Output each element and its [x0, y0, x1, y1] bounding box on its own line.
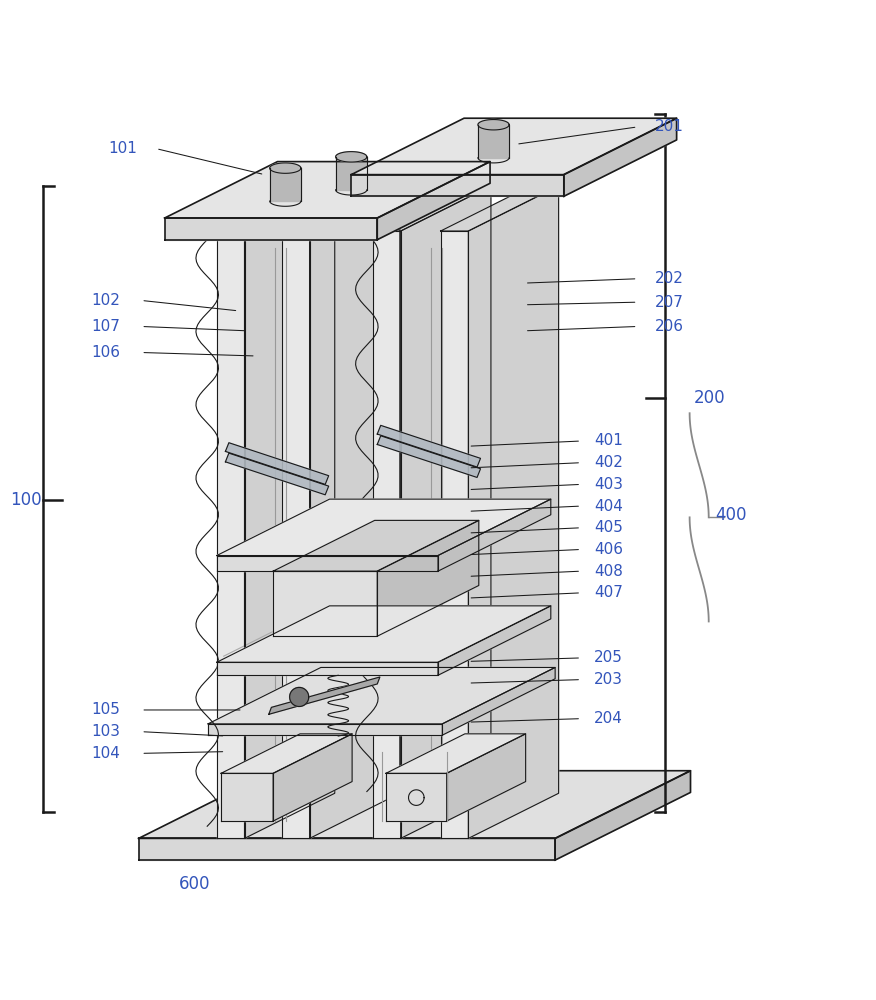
Polygon shape	[221, 773, 273, 821]
Text: 205: 205	[594, 650, 623, 665]
Polygon shape	[564, 118, 676, 196]
Polygon shape	[378, 162, 490, 240]
Text: 100: 100	[10, 491, 42, 509]
Polygon shape	[438, 499, 551, 571]
Text: 200: 200	[694, 389, 725, 407]
Polygon shape	[336, 152, 367, 162]
Polygon shape	[442, 667, 555, 735]
Polygon shape	[165, 218, 378, 240]
Text: 400: 400	[716, 506, 747, 524]
Polygon shape	[269, 677, 380, 714]
Text: 107: 107	[91, 319, 120, 334]
Text: 101: 101	[109, 141, 138, 156]
Polygon shape	[290, 687, 308, 706]
Polygon shape	[216, 499, 551, 556]
Text: 402: 402	[594, 455, 623, 470]
Polygon shape	[216, 662, 438, 675]
Text: 405: 405	[594, 520, 623, 535]
Polygon shape	[469, 186, 559, 838]
Polygon shape	[138, 771, 690, 838]
Polygon shape	[478, 120, 509, 130]
Polygon shape	[216, 556, 438, 571]
Text: 407: 407	[594, 585, 623, 600]
Polygon shape	[555, 771, 690, 860]
Text: 103: 103	[91, 724, 120, 739]
Polygon shape	[378, 436, 481, 477]
Text: 406: 406	[594, 542, 623, 557]
Text: 404: 404	[594, 499, 623, 514]
Polygon shape	[221, 734, 352, 773]
Polygon shape	[208, 724, 442, 735]
Polygon shape	[273, 571, 378, 636]
Polygon shape	[447, 734, 526, 821]
Polygon shape	[386, 734, 526, 773]
Text: 403: 403	[594, 477, 623, 492]
Polygon shape	[225, 453, 328, 495]
Text: 201: 201	[655, 119, 684, 134]
Polygon shape	[225, 443, 328, 484]
Text: 203: 203	[594, 672, 623, 687]
Text: 105: 105	[91, 702, 120, 717]
Text: 104: 104	[91, 746, 120, 761]
Polygon shape	[351, 118, 676, 175]
Polygon shape	[216, 231, 244, 838]
Polygon shape	[378, 425, 481, 467]
Text: 206: 206	[655, 319, 684, 334]
Polygon shape	[373, 186, 491, 231]
Polygon shape	[378, 520, 479, 636]
Polygon shape	[208, 667, 555, 724]
Polygon shape	[441, 231, 469, 838]
Polygon shape	[309, 186, 399, 838]
Polygon shape	[282, 231, 309, 838]
Text: 102: 102	[91, 293, 120, 308]
Polygon shape	[478, 125, 509, 158]
Polygon shape	[138, 838, 555, 860]
Polygon shape	[273, 734, 352, 821]
Polygon shape	[216, 606, 551, 662]
Polygon shape	[282, 186, 399, 231]
Text: 408: 408	[594, 564, 623, 579]
Polygon shape	[244, 186, 335, 838]
Polygon shape	[273, 520, 479, 571]
Text: 600: 600	[180, 875, 211, 893]
Polygon shape	[270, 163, 301, 173]
Polygon shape	[441, 186, 559, 231]
Text: 202: 202	[655, 271, 684, 286]
Polygon shape	[373, 231, 400, 838]
Text: 401: 401	[594, 433, 623, 448]
Polygon shape	[165, 162, 490, 218]
Polygon shape	[336, 157, 367, 190]
Text: 106: 106	[91, 345, 120, 360]
Text: 207: 207	[655, 295, 684, 310]
Polygon shape	[400, 186, 491, 838]
Polygon shape	[270, 168, 301, 201]
Polygon shape	[386, 773, 447, 821]
Text: 204: 204	[594, 711, 623, 726]
Polygon shape	[351, 175, 564, 196]
Polygon shape	[216, 186, 335, 231]
Polygon shape	[438, 606, 551, 675]
